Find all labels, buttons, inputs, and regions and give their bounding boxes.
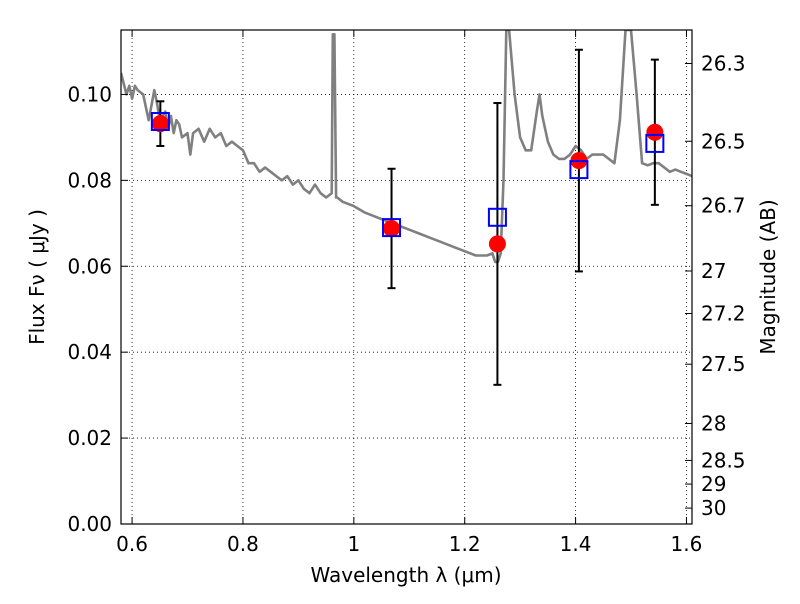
- model-photometry-square: [645, 133, 665, 153]
- magnitude-tick-label: 27.2: [701, 302, 746, 326]
- x-axis-label: Wavelength λ (μm): [310, 563, 501, 587]
- y-tick-label: 0.06: [67, 254, 112, 278]
- model-photometry-square: [569, 160, 589, 180]
- grid-lines: [121, 30, 692, 524]
- y-tick-label: 0.00: [67, 512, 112, 536]
- plot-frame: [120, 29, 693, 525]
- magnitude-tick-label: 29: [701, 472, 726, 496]
- model-photometry-square: [487, 207, 507, 227]
- model-spectrum-line: [121, 30, 692, 264]
- x-tick-label: 0.6: [116, 532, 148, 556]
- axis-ticks: 0.6 0.8 1 1.2 1.4 1.6 0.00 0.02 0.04 0.06 0.08 0.10…: [67, 30, 746, 556]
- magnitude-tick-label: 26.7: [701, 194, 746, 218]
- x-tick-label: 1.2: [449, 532, 481, 556]
- magnitude-tick-label: 28: [701, 411, 726, 435]
- magnitude-tick-label: 30: [701, 496, 726, 520]
- plot-data: [121, 30, 692, 386]
- magnitude-tick-label: 27: [701, 259, 726, 283]
- magnitude-tick-label: 28.5: [701, 448, 746, 472]
- y-tick-label: 0.02: [67, 426, 112, 450]
- x-tick-label: 0.8: [227, 532, 259, 556]
- model-photometry-square: [150, 111, 170, 131]
- magnitude-tick-label: 27.5: [701, 352, 746, 376]
- y-tick-label: 0.08: [67, 168, 112, 192]
- magnitude-tick-label: 26.5: [701, 129, 746, 153]
- observed-point: [488, 235, 506, 253]
- y-axis-label: Flux Fν ( μJy ): [25, 209, 49, 345]
- x-tick-label: 1.6: [671, 532, 703, 556]
- observed-point: [383, 219, 401, 237]
- model-photometry-square: [382, 218, 402, 238]
- magnitude-tick-label: 26.3: [701, 52, 746, 76]
- x-tick-label: 1.4: [560, 532, 592, 556]
- y-tick-label: 0.10: [67, 82, 112, 106]
- x-tick-label: 1: [347, 532, 360, 556]
- right-axis-label: Magnitude (AB): [756, 199, 780, 354]
- y-tick-label: 0.04: [67, 340, 112, 364]
- observed-point: [646, 123, 664, 141]
